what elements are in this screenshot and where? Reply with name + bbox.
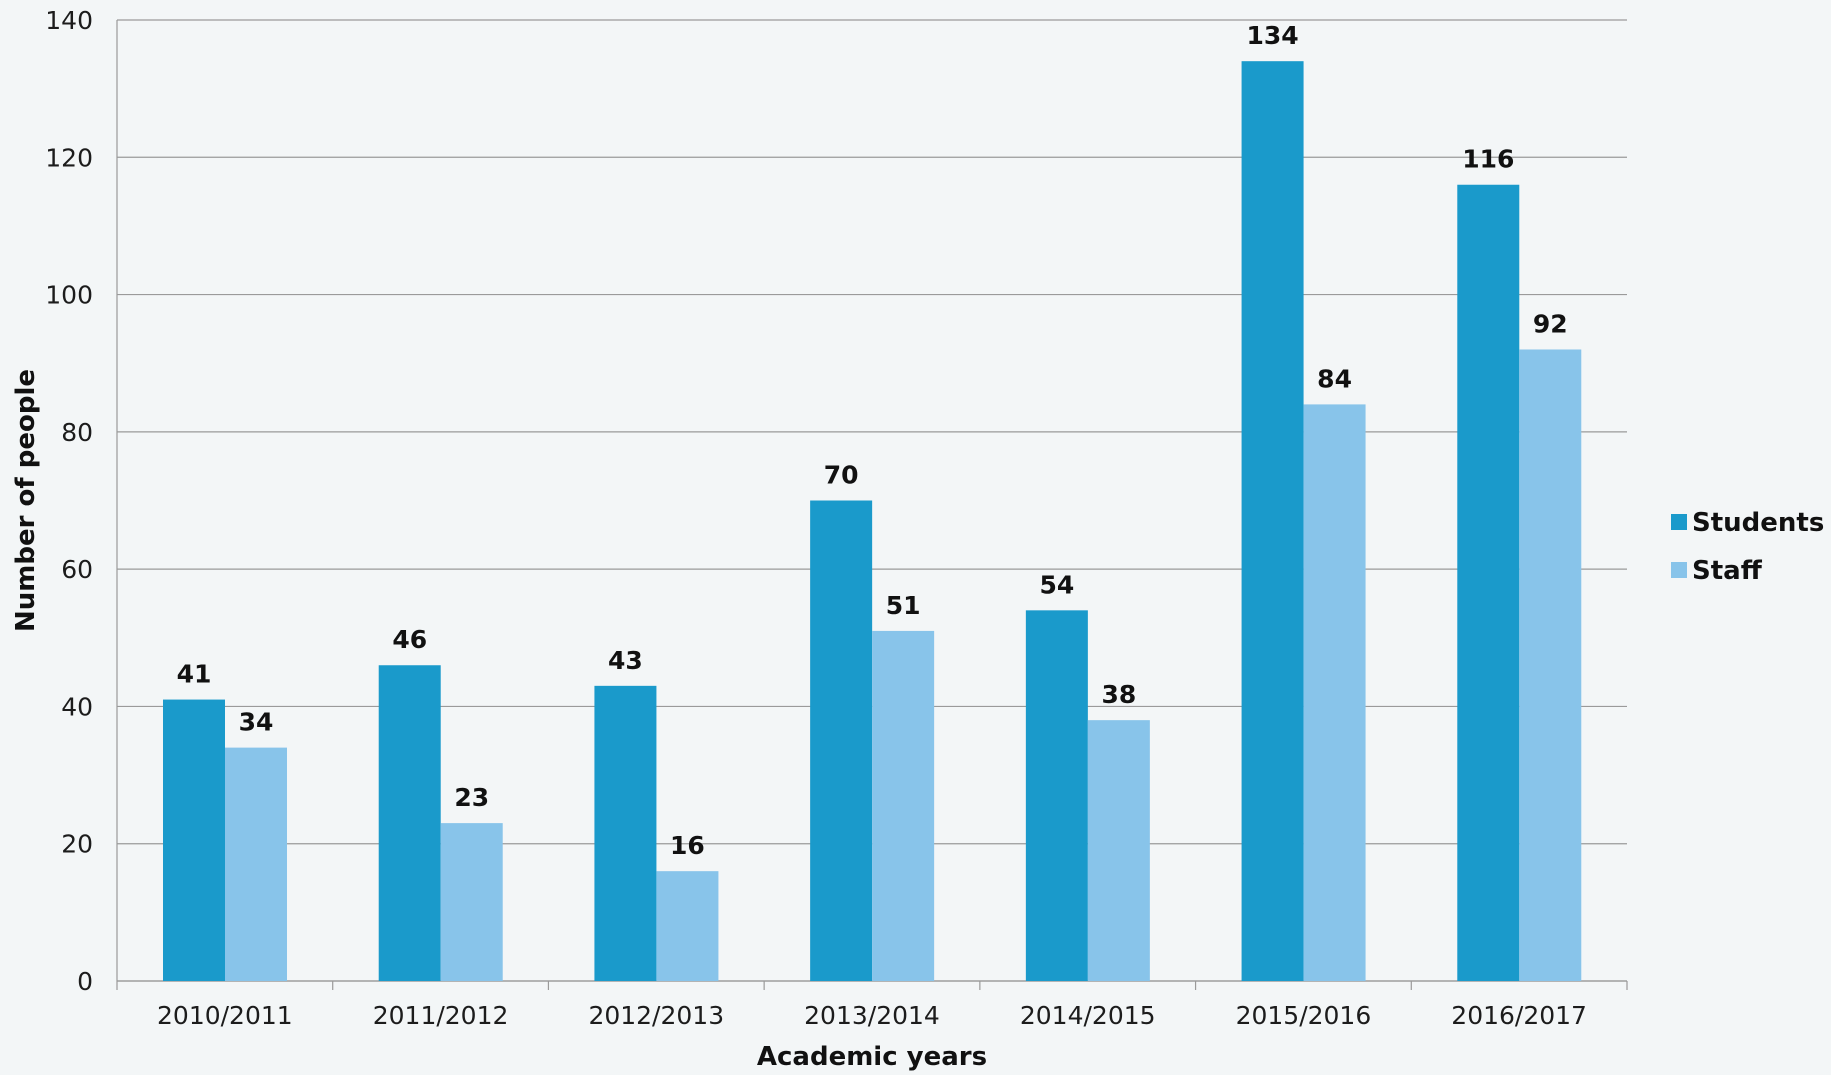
y-tick-label: 120 bbox=[45, 143, 93, 172]
bar-students bbox=[810, 500, 873, 981]
legend-swatch-students bbox=[1671, 514, 1687, 530]
bar-staff bbox=[225, 747, 287, 981]
data-labels: 41 46 43 70 54 134 116 34 23 16 51 38 84 92 bbox=[177, 21, 1568, 860]
bar-students bbox=[594, 685, 657, 981]
x-tick-label: 2010/2011 bbox=[157, 1001, 293, 1030]
x-tick-label: 2014/2015 bbox=[1020, 1001, 1156, 1030]
legend: Students Staff bbox=[1671, 508, 1824, 586]
y-tick-label: 80 bbox=[61, 418, 93, 447]
data-label-staff: 38 bbox=[1101, 680, 1136, 709]
legend-label-staff: Staff bbox=[1692, 556, 1763, 586]
data-label-staff: 34 bbox=[239, 708, 274, 737]
y-tick-label: 100 bbox=[45, 281, 93, 310]
x-tick-label: 2015/2016 bbox=[1236, 1001, 1372, 1030]
bar-staff bbox=[1519, 349, 1582, 981]
data-label-students: 41 bbox=[177, 660, 212, 689]
x-tick-label: 2011/2012 bbox=[373, 1001, 509, 1030]
bar-staff bbox=[656, 871, 719, 981]
bar-staff bbox=[1303, 404, 1366, 981]
bar-students bbox=[378, 665, 441, 981]
y-axis-title: Number of people bbox=[11, 369, 41, 632]
y-tick-label: 60 bbox=[61, 555, 93, 584]
bar-staff bbox=[872, 630, 935, 981]
bar-staff bbox=[1087, 720, 1150, 981]
y-tick-label: 20 bbox=[61, 830, 93, 859]
x-tick-label: 2016/2017 bbox=[1451, 1001, 1587, 1030]
data-label-students: 43 bbox=[608, 646, 643, 675]
data-label-staff: 84 bbox=[1317, 364, 1352, 393]
bar-staff bbox=[440, 823, 503, 981]
legend-swatch-staff bbox=[1671, 562, 1687, 578]
bar-students bbox=[1457, 184, 1520, 981]
bar-students bbox=[1241, 61, 1304, 981]
data-label-students: 116 bbox=[1462, 145, 1514, 174]
data-label-staff: 23 bbox=[454, 783, 489, 812]
data-label-students: 54 bbox=[1039, 570, 1074, 599]
data-label-staff: 51 bbox=[886, 591, 921, 620]
bar-students bbox=[1025, 610, 1088, 981]
bars bbox=[163, 61, 1582, 981]
y-tick-label: 140 bbox=[45, 6, 93, 35]
axes: 0 20 40 60 80 100 120 140 2010/2011 2011/2012 2012… bbox=[45, 6, 1628, 1030]
y-tick-label: 40 bbox=[61, 692, 93, 721]
data-label-students: 46 bbox=[392, 625, 427, 654]
legend-label-students: Students bbox=[1692, 508, 1824, 538]
y-tick-label: 0 bbox=[77, 967, 93, 996]
x-axis-title: Academic years bbox=[757, 1042, 987, 1072]
data-label-staff: 16 bbox=[670, 831, 705, 860]
data-label-students: 70 bbox=[824, 461, 859, 490]
data-label-staff: 92 bbox=[1533, 309, 1568, 338]
bar-students bbox=[163, 699, 225, 981]
x-tick-label: 2013/2014 bbox=[804, 1001, 940, 1030]
data-label-students: 134 bbox=[1246, 21, 1298, 50]
x-tick-label: 2012/2013 bbox=[588, 1001, 724, 1030]
